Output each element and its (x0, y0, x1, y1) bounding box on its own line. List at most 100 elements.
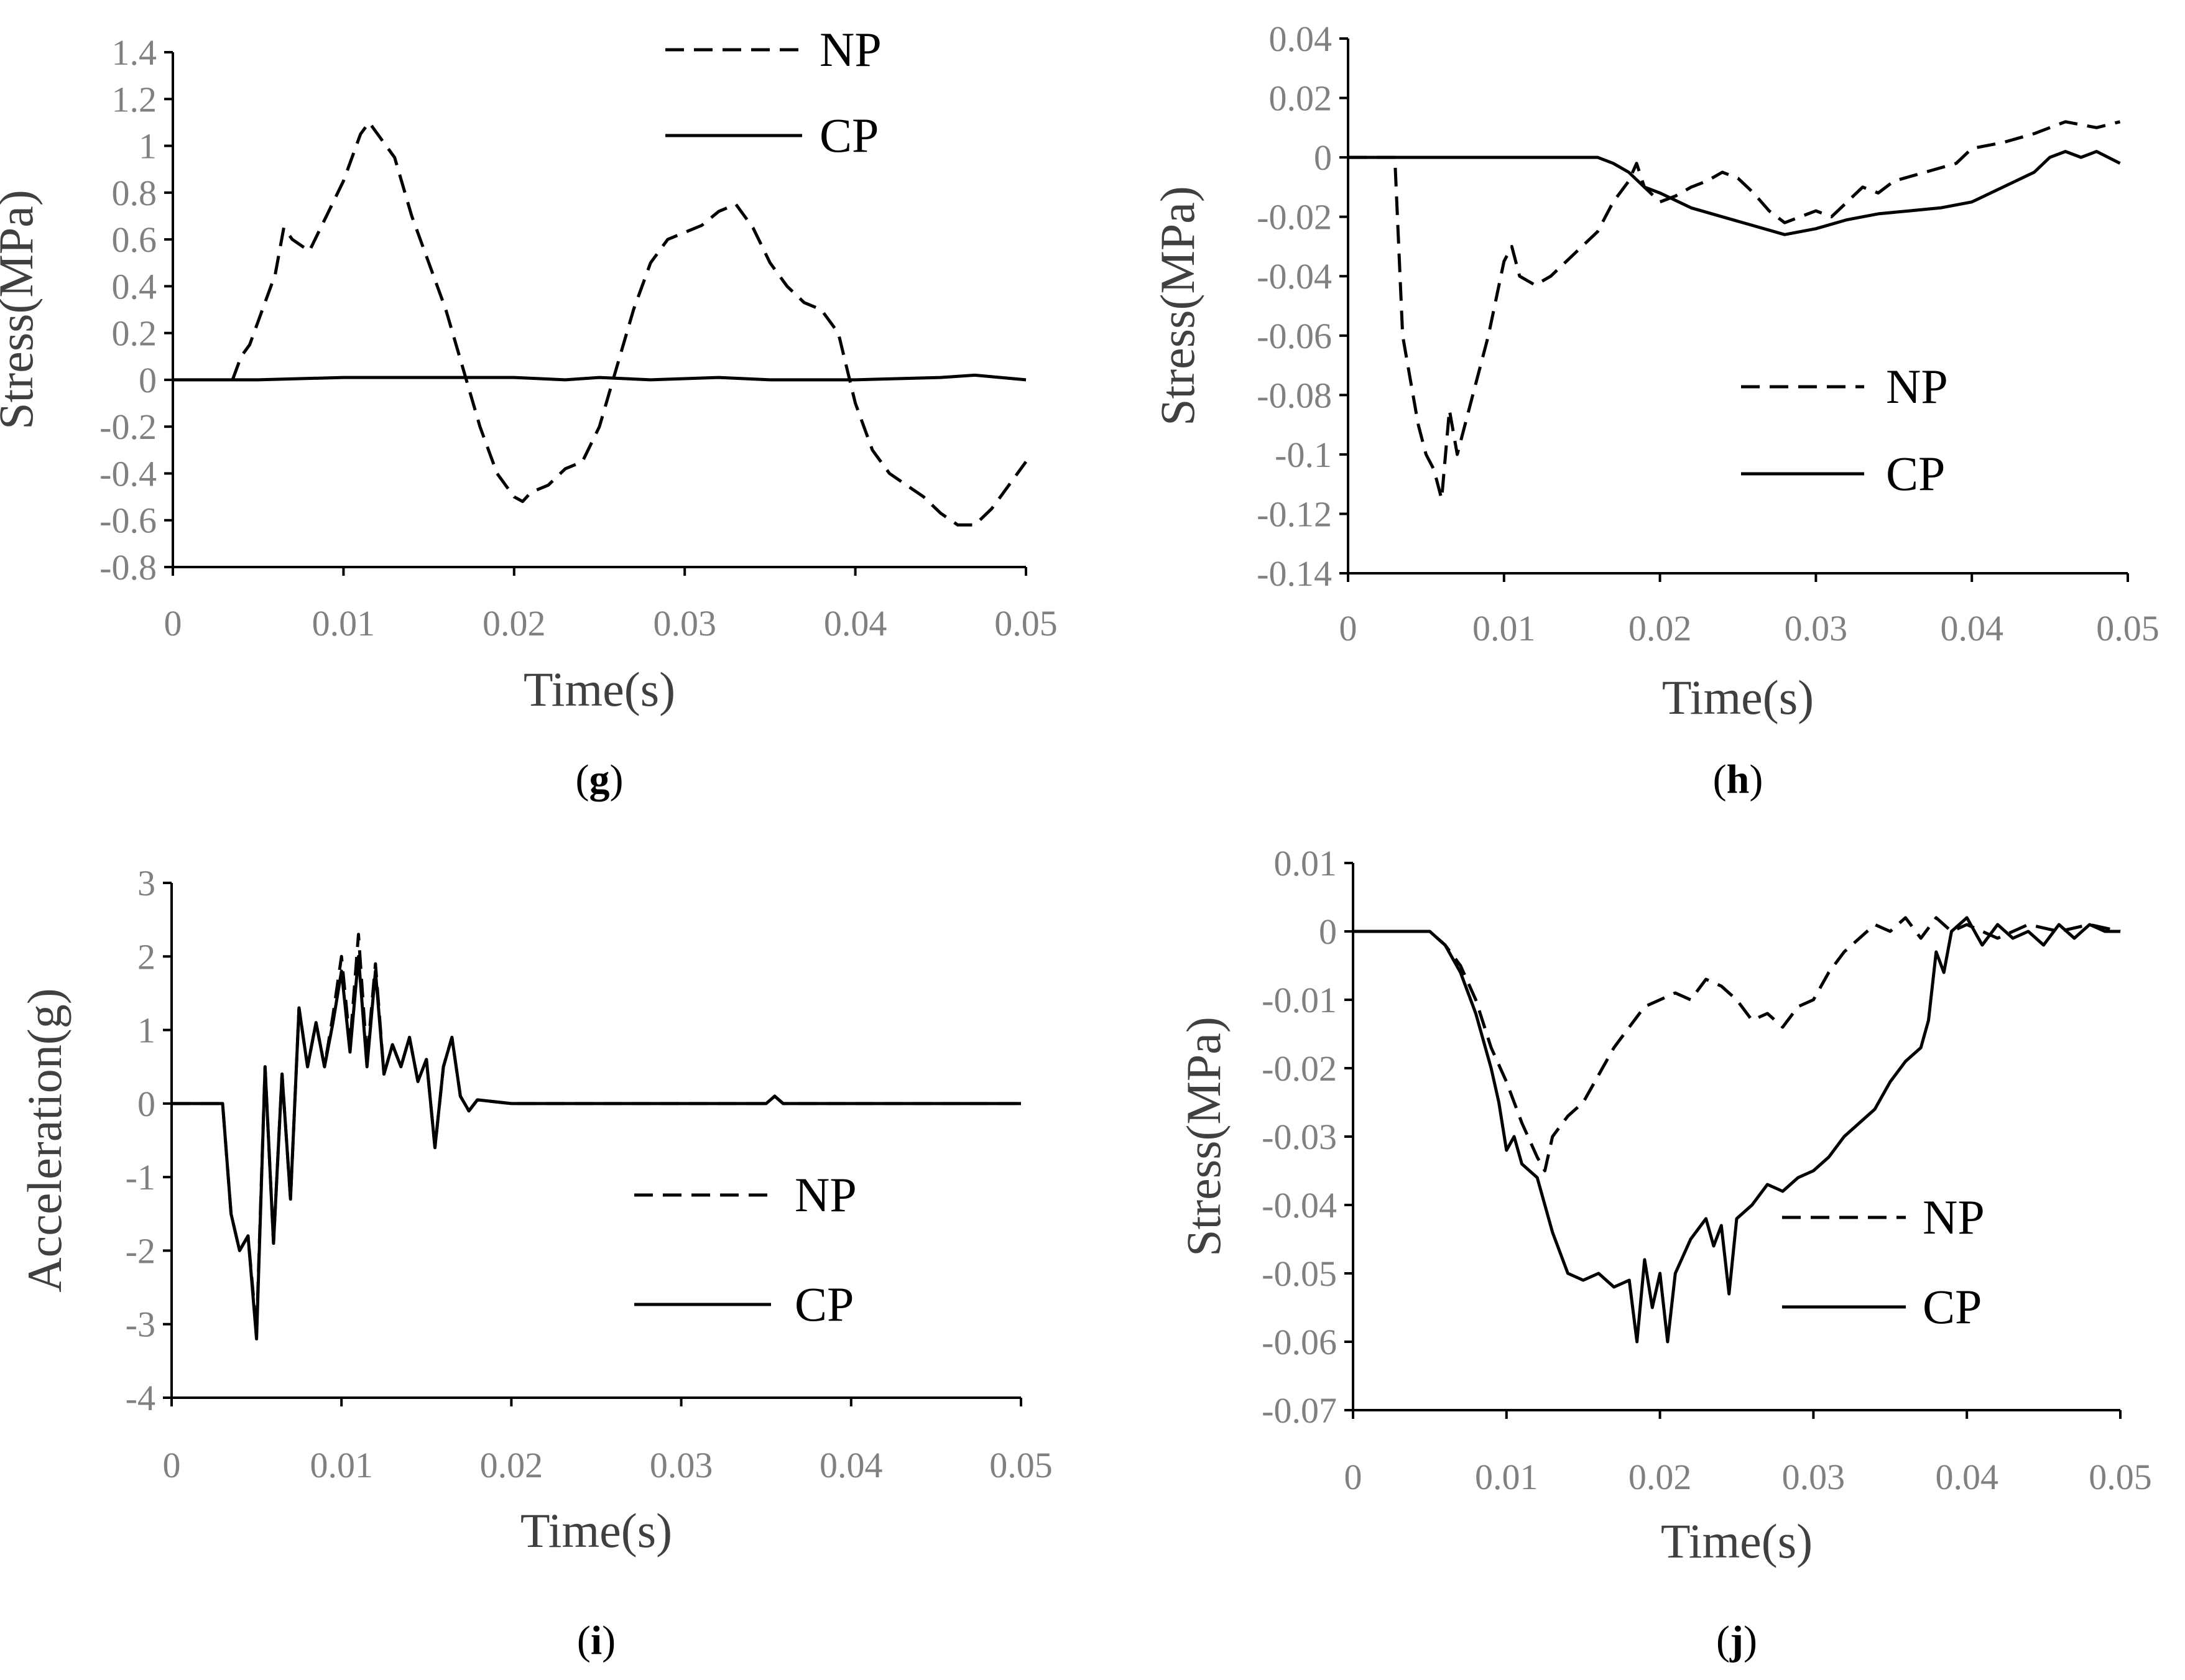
x-tick-label: 0.05 (989, 1445, 1053, 1485)
y-tick-label: -0.4 (99, 453, 157, 494)
x-axis-title: Time(s) (1661, 1514, 1813, 1568)
legend-label-np: NP (1886, 359, 1948, 413)
series-line-np (1353, 916, 2121, 1173)
series-line-cp (172, 954, 1021, 1341)
chart-panel-i: -4 -3 -2 -1 0 1 2 3 0 0.01 0.02 0.03 0.04 0.05 Time(s)… (17, 863, 1053, 1663)
panel-label: (g) (576, 757, 624, 802)
y-tick-label: -0.2 (99, 407, 157, 447)
y-tick-label: 1.4 (112, 32, 157, 73)
y-tick-label: 0 (1314, 137, 1332, 178)
y-tick-label: -3 (126, 1304, 155, 1345)
x-tick-label: 0.01 (1472, 608, 1536, 648)
x-tick-label: 0.03 (1782, 1457, 1845, 1497)
y-tick-label: 0.04 (1269, 19, 1333, 59)
y-tick-label: -0.03 (1262, 1117, 1337, 1157)
x-tick-label: 0.04 (1935, 1457, 1998, 1497)
chart-panel-j: -0.07 -0.06 -0.05 -0.04 -0.03 -0.02 -0.01 0 0.01… (1176, 843, 2152, 1663)
y-tick-label: 2 (137, 936, 155, 977)
panel-label: (h) (1713, 757, 1763, 802)
panel-letter: g (589, 757, 610, 802)
x-tick-label: 0.02 (480, 1445, 543, 1485)
x-tick-label: 0.05 (2096, 608, 2160, 648)
x-axis-title: Time(s) (524, 662, 675, 716)
series-line-cp (1348, 150, 2121, 236)
y-tick-label: 0.4 (112, 266, 157, 307)
x-tick-label: 0.03 (650, 1445, 713, 1485)
y-tick-label: 0 (137, 1084, 155, 1124)
y-tick-label: -0.05 (1262, 1253, 1337, 1294)
x-axis-title: Time(s) (520, 1503, 672, 1558)
y-tick-label: 0.8 (112, 173, 157, 213)
series-line-cp (173, 373, 1027, 382)
y-tick-label: -0.06 (1262, 1322, 1337, 1362)
x-tick-label: 0.04 (824, 603, 887, 644)
chart-panel-h: -0.14 -0.12 -0.1 -0.08 -0.06 -0.04 -0.02 0 0.02 0… (1150, 19, 2160, 802)
y-axis-title: Stress(MPa) (0, 190, 43, 430)
y-axis-title: Stress(MPa) (1176, 1017, 1231, 1257)
y-tick-label: 0.02 (1269, 78, 1333, 119)
y-tick-label: -0.6 (99, 501, 157, 541)
y-tick-label: 0.2 (112, 313, 157, 354)
y-tick-label: -0.04 (1257, 256, 1332, 297)
x-tick-label: 0.02 (483, 603, 546, 644)
y-axis-title: Acceleration(g) (17, 988, 72, 1292)
panel-letter: h (1727, 757, 1750, 802)
series-line-np (231, 121, 1028, 527)
y-tick-label: -0.04 (1262, 1185, 1337, 1225)
legend-label-cp: CP (795, 1277, 854, 1331)
panel-label: (i) (577, 1618, 616, 1663)
legend-label-cp: CP (1923, 1280, 1982, 1334)
y-axis-title: Stress(MPa) (1150, 186, 1204, 426)
y-tick-label: -0.06 (1257, 316, 1332, 356)
legend-label-cp: CP (1886, 446, 1945, 501)
y-tick-label: -0.02 (1257, 197, 1332, 238)
x-tick-label: 0 (163, 1445, 181, 1485)
x-tick-label: 0.03 (653, 603, 716, 644)
x-tick-label: 0.01 (310, 1445, 373, 1485)
x-tick-label: 0.01 (1475, 1457, 1538, 1497)
y-tick-label: -0.8 (99, 547, 157, 588)
x-tick-label: 0.02 (1628, 1457, 1692, 1497)
series-line-np (1348, 120, 2121, 501)
x-axis-title: Time(s) (1662, 670, 1814, 724)
x-tick-label: 0.03 (1785, 608, 1848, 648)
x-tick-label: 0.04 (1940, 608, 2003, 648)
y-tick-label: -0.07 (1262, 1390, 1337, 1431)
legend-label-np: NP (820, 22, 882, 76)
y-tick-label: 0.6 (112, 219, 157, 260)
y-tick-label: -0.01 (1262, 980, 1337, 1020)
y-tick-label: -0.02 (1262, 1048, 1337, 1089)
legend-label-np: NP (1923, 1190, 1985, 1244)
panel-letter: j (1729, 1618, 1744, 1663)
y-tick-label: -0.08 (1257, 375, 1332, 415)
y-tick-label: 0 (1319, 912, 1337, 952)
y-tick-label: -0.1 (1275, 435, 1332, 475)
y-tick-label: 3 (137, 863, 155, 903)
y-tick-label: 1 (137, 1010, 155, 1051)
x-tick-label: 0.02 (1628, 608, 1692, 648)
chart-panel-g: -0.8 -0.6 -0.4 -0.2 0 0.2 0.4 0.6 0.8 1 1.2 1.4 0 0.0… (0, 22, 1058, 802)
y-tick-label: 0 (139, 360, 157, 400)
y-tick-label: 0.01 (1274, 843, 1337, 884)
panel-label: (j) (1716, 1618, 1757, 1663)
x-tick-label: 0.05 (994, 603, 1058, 644)
panel-letter: i (591, 1618, 602, 1663)
y-tick-label: -2 (126, 1230, 155, 1271)
x-tick-label: 0.05 (2089, 1457, 2152, 1497)
legend-label-np: NP (795, 1168, 857, 1222)
x-tick-label: 0 (1339, 608, 1357, 648)
series-line-cp (1353, 916, 2120, 1344)
y-tick-label: -0.12 (1257, 494, 1332, 534)
y-tick-label: 1 (139, 126, 157, 167)
x-tick-label: 0 (164, 603, 182, 644)
x-tick-label: 0.01 (312, 603, 376, 644)
y-tick-label: -4 (126, 1378, 155, 1418)
y-tick-label: 1.2 (112, 79, 157, 119)
y-tick-label: -1 (126, 1157, 155, 1198)
legend-label-cp: CP (820, 108, 879, 162)
x-tick-label: 0.04 (820, 1445, 883, 1485)
x-tick-label: 0 (1344, 1457, 1362, 1497)
series-line-np (172, 933, 1021, 1333)
y-tick-label: -0.14 (1257, 553, 1332, 594)
